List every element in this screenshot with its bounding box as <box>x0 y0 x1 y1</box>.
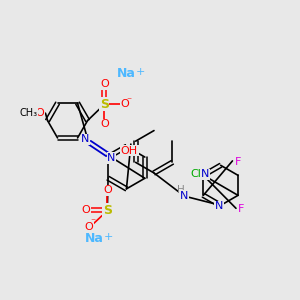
Text: F: F <box>238 204 244 214</box>
Text: S: S <box>103 204 112 217</box>
Text: F: F <box>235 157 242 167</box>
Text: N: N <box>81 134 90 144</box>
Text: CH₃: CH₃ <box>19 108 38 118</box>
Text: O: O <box>100 79 109 89</box>
Text: O: O <box>100 119 109 129</box>
Text: Na: Na <box>85 232 104 245</box>
Text: O: O <box>85 222 93 233</box>
Text: OH: OH <box>121 146 138 156</box>
Text: ⁻: ⁻ <box>126 96 131 106</box>
Text: Cl: Cl <box>190 169 201 178</box>
Text: O: O <box>121 99 129 110</box>
Text: N: N <box>201 169 209 179</box>
Text: H: H <box>177 185 185 195</box>
Text: S: S <box>100 98 109 111</box>
Text: N: N <box>107 153 116 163</box>
Text: +: + <box>103 232 113 242</box>
Text: N: N <box>180 190 188 201</box>
Text: O: O <box>103 185 112 195</box>
Text: N: N <box>215 201 223 211</box>
Text: ⁻: ⁻ <box>90 218 95 228</box>
Text: +: + <box>136 67 145 77</box>
Text: O: O <box>82 206 91 215</box>
Text: Na: Na <box>117 67 136 80</box>
Text: O: O <box>36 108 44 118</box>
